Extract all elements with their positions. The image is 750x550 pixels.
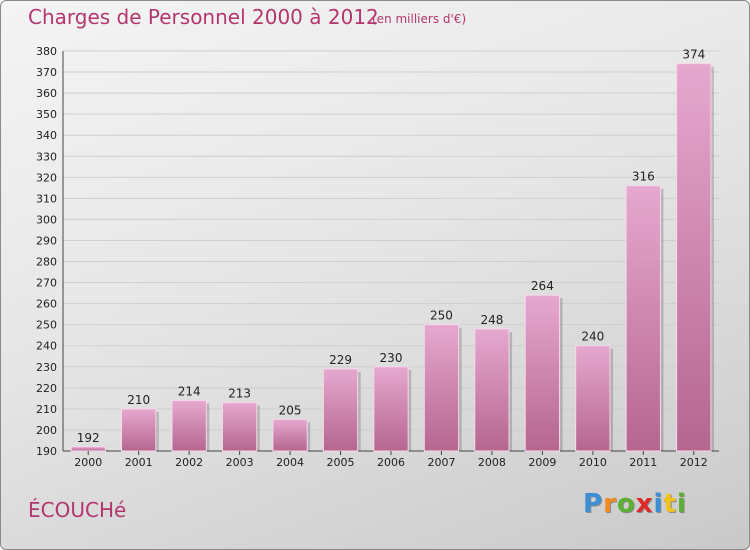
bar [121, 408, 157, 452]
proxiti-logo: Proxiti [583, 489, 687, 519]
bar [272, 418, 308, 452]
y-tick-label: 350 [36, 108, 57, 121]
x-tick-label: 2004 [276, 456, 304, 469]
x-tick-label: 2011 [629, 456, 657, 469]
x-tick-label: 2000 [74, 456, 102, 469]
bar [524, 294, 561, 452]
y-tick-label: 360 [36, 87, 57, 100]
bar [70, 446, 106, 452]
data-label: 240 [581, 330, 604, 344]
x-tick-label: 2005 [327, 456, 355, 469]
bar [676, 63, 712, 452]
bar [423, 324, 460, 452]
x-tick-label: 2001 [125, 456, 153, 469]
y-tick-label: 370 [36, 66, 57, 79]
bar [474, 328, 510, 452]
data-label: 213 [228, 387, 251, 401]
y-tick-label: 320 [36, 171, 57, 184]
x-tick-label: 2012 [680, 456, 708, 469]
bar [171, 399, 207, 452]
bar [373, 366, 409, 452]
y-tick-label: 290 [36, 234, 57, 247]
data-label: 210 [127, 393, 150, 407]
data-label: 205 [279, 403, 302, 417]
x-tick-label: 2010 [579, 456, 607, 469]
y-tick-label: 300 [36, 213, 57, 226]
y-tick-label: 210 [36, 403, 57, 416]
bar [322, 368, 359, 452]
bar [221, 402, 258, 452]
y-tick-label: 340 [36, 129, 57, 142]
y-tick-label: 330 [36, 150, 57, 163]
x-tick-label: 2006 [377, 456, 405, 469]
y-tick-label: 280 [36, 256, 57, 269]
data-label: 230 [380, 351, 403, 365]
x-tick-label: 2002 [175, 456, 203, 469]
bar [575, 345, 611, 452]
x-tick-label: 2007 [427, 456, 455, 469]
data-label: 229 [329, 353, 352, 367]
y-tick-label: 190 [36, 445, 57, 458]
chart-subtitle: (en milliers d'€) [372, 12, 467, 26]
y-tick-label: 250 [36, 319, 57, 332]
y-tick-label: 380 [36, 45, 57, 58]
data-label: 248 [480, 313, 503, 327]
data-label: 250 [430, 309, 453, 323]
y-tick-label: 200 [36, 424, 57, 437]
bar [625, 185, 661, 452]
y-tick-label: 230 [36, 361, 57, 374]
data-label: 316 [632, 170, 655, 184]
x-tick-label: 2009 [528, 456, 556, 469]
x-tick-label: 2008 [478, 456, 506, 469]
y-tick-label: 270 [36, 277, 57, 290]
y-tick-label: 310 [36, 192, 57, 205]
data-label: 264 [531, 279, 554, 293]
data-label: 374 [682, 48, 705, 62]
y-tick-label: 220 [36, 382, 57, 395]
data-label: 192 [77, 431, 100, 445]
x-tick-label: 2003 [226, 456, 254, 469]
y-tick-label: 240 [36, 340, 57, 353]
chart-title: Charges de Personnel 2000 à 2012 [28, 5, 379, 29]
data-label: 214 [178, 384, 201, 398]
y-tick-label: 260 [36, 298, 57, 311]
commune-name: ÉCOUCHé [28, 498, 127, 522]
